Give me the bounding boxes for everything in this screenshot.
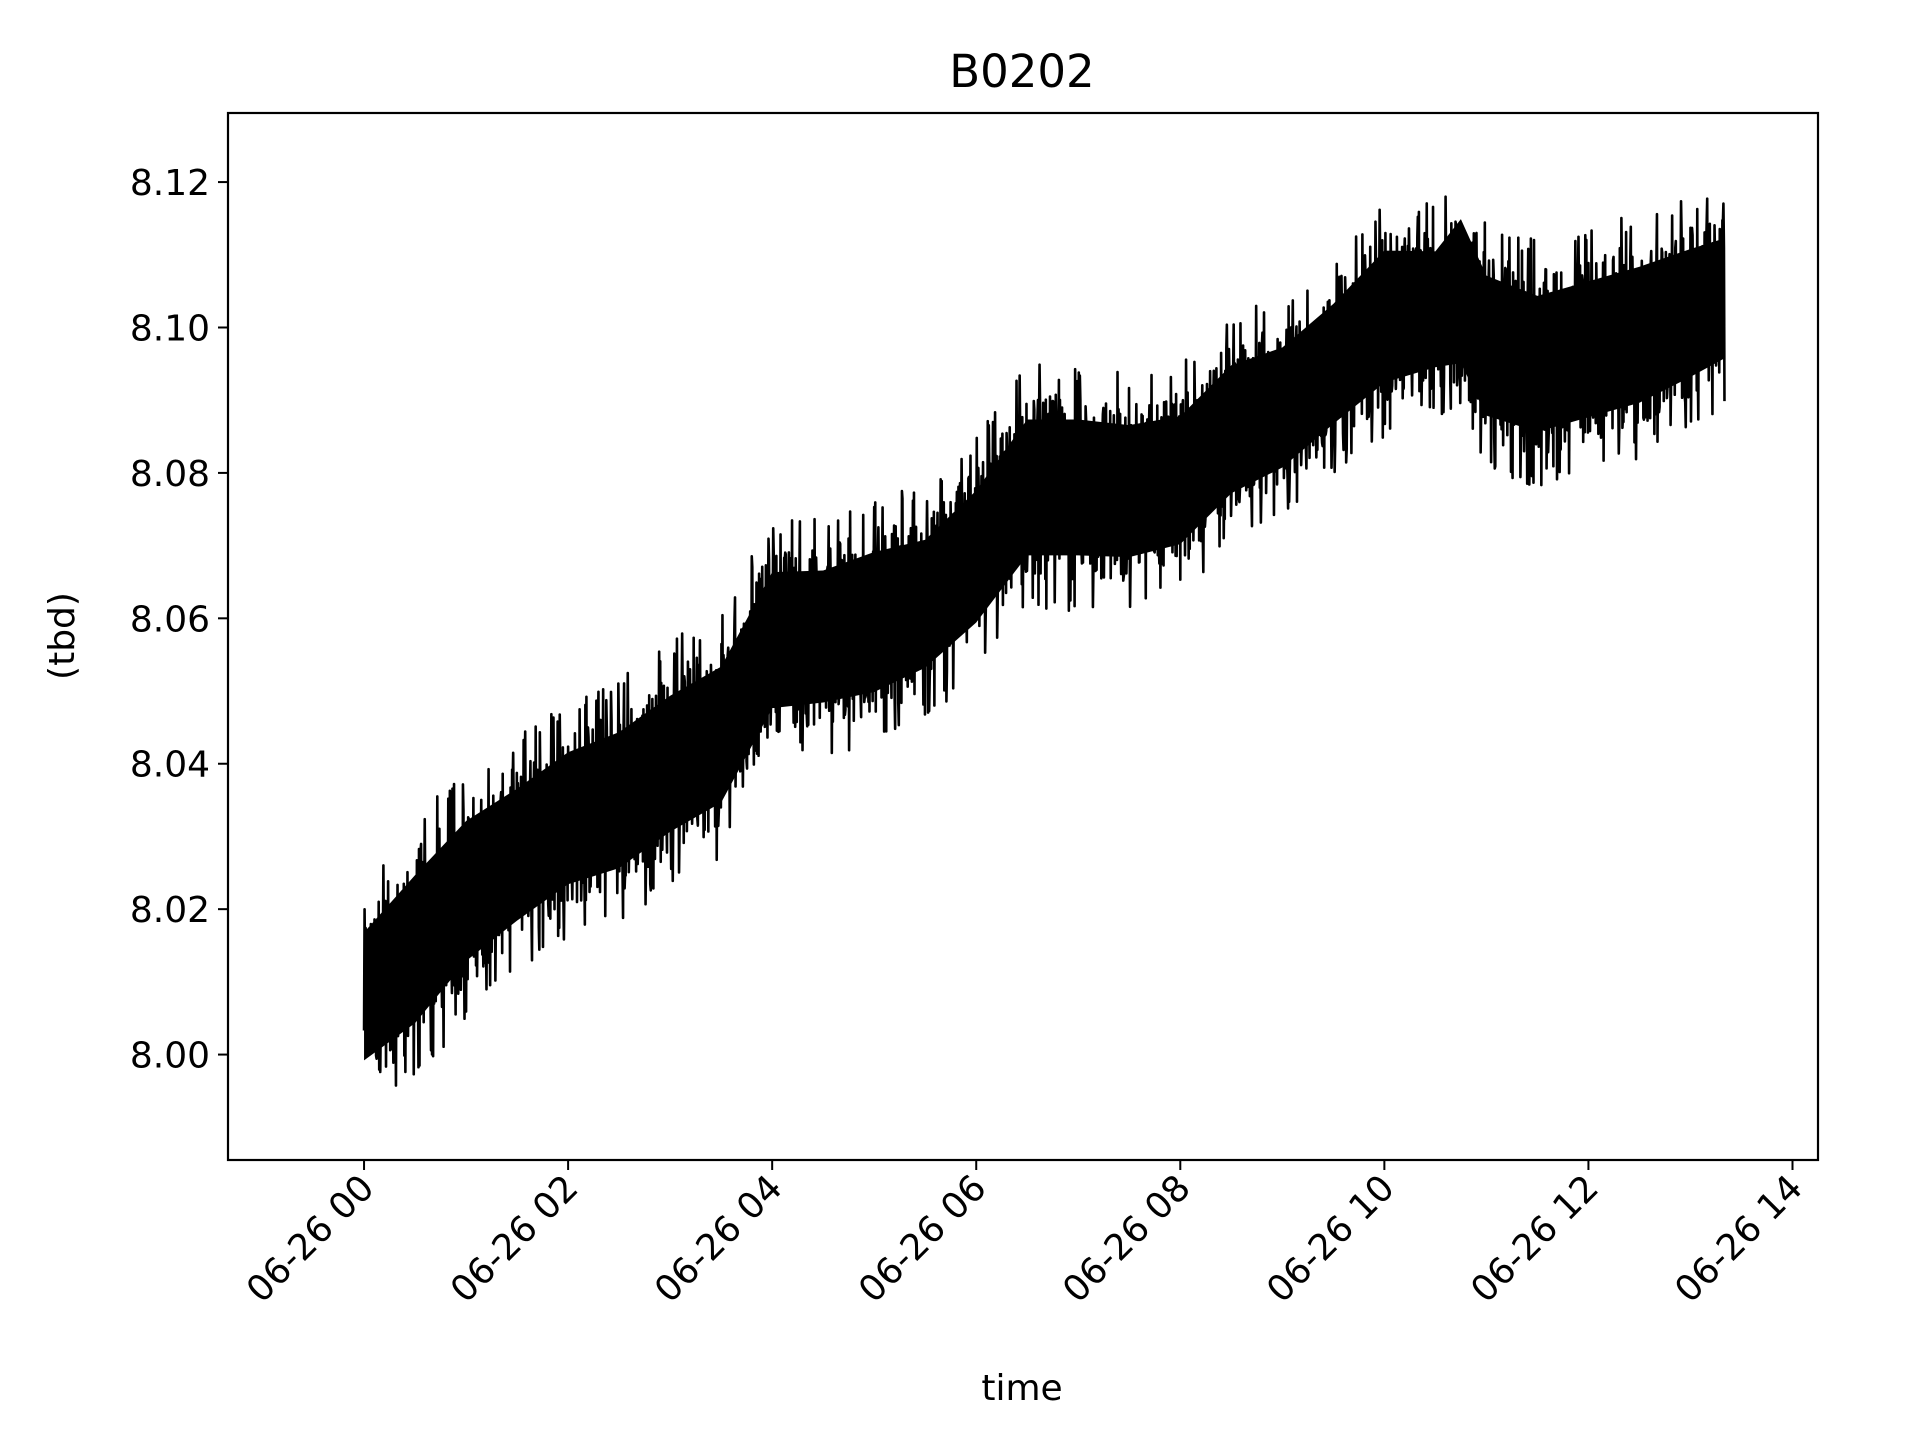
plot-frame — [226, 111, 1820, 1162]
y-tick-label: 8.10 — [130, 308, 210, 349]
x-axis-label: time — [981, 1368, 1062, 1409]
y-tick-label: 8.02 — [130, 890, 210, 931]
y-axis-label: (tbd) — [42, 592, 83, 680]
series-line — [362, 195, 1726, 1087]
chart-title: B0202 — [949, 45, 1094, 98]
series-layer — [362, 195, 1726, 1087]
y-tick-label: 8.08 — [130, 454, 210, 495]
y-tick-label: 8.04 — [130, 745, 210, 786]
y-tick-label: 8.00 — [130, 1036, 210, 1077]
y-axis: 8.00 8.02 8.04 8.06 8.08 8.10 8.12 — [130, 163, 228, 1077]
y-tick-label: 8.06 — [130, 599, 210, 640]
y-tick-label: 8.12 — [130, 163, 210, 204]
